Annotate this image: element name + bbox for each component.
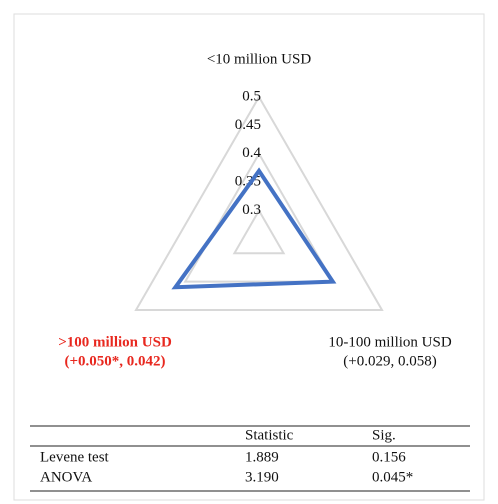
frame [13, 13, 485, 501]
tick-label: 0.5 [242, 88, 261, 104]
axis-label: 10-100 million USD [328, 334, 452, 350]
tick-label: 0.3 [242, 202, 261, 218]
grid-ring [232, 208, 286, 255]
table-header: Sig. [372, 427, 396, 443]
table-header: Statistic [245, 427, 294, 443]
grid-ring [183, 151, 335, 283]
table-cell: Levene test [40, 449, 110, 465]
table-cell: 0.156 [372, 449, 406, 465]
table-cell: ANOVA [40, 469, 92, 485]
tick-label: 0.45 [235, 117, 261, 133]
series-line [171, 167, 337, 290]
table-cell: 0.045* [372, 469, 413, 485]
table-cell: 1.889 [245, 449, 279, 465]
axis-label: <10 million USD [207, 51, 311, 67]
tick-label: 0.4 [242, 145, 261, 161]
annotation: (+0.029, 0.058) [343, 353, 436, 369]
table-cell: 3.190 [245, 469, 279, 485]
annotation: (+0.050*, 0.042) [64, 353, 165, 369]
grid-ring [134, 95, 384, 311]
axis-label: >100 million USD [58, 334, 172, 350]
